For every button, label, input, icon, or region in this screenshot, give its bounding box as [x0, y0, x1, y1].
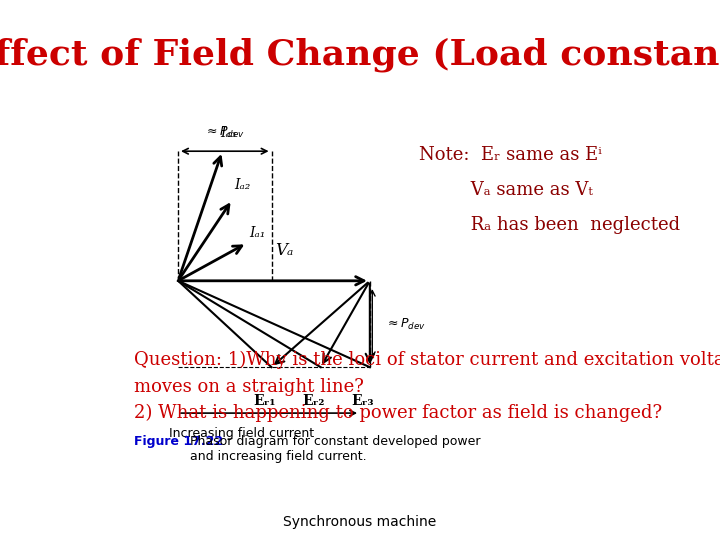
Text: Effect of Field Change (Load constant): Effect of Field Change (Load constant): [0, 38, 720, 72]
Text: Increasing field current: Increasing field current: [169, 427, 315, 440]
Text: Eᵣ₁: Eᵣ₁: [253, 394, 275, 408]
Text: Phasor diagram for constant developed power
and increasing field current.: Phasor diagram for constant developed po…: [190, 435, 481, 463]
Text: Rₐ has been  neglected: Rₐ has been neglected: [419, 216, 680, 234]
Text: Iₐ₃: Iₐ₃: [220, 126, 236, 140]
Text: $\approx P_{dev}$: $\approx P_{dev}$: [384, 316, 426, 332]
Text: Question: 1)Why is the loci of stator current and excitation voltage
moves on a : Question: 1)Why is the loci of stator cu…: [134, 351, 720, 422]
Text: Iₐ₁: Iₐ₁: [249, 226, 266, 240]
Text: Synchronous machine: Synchronous machine: [284, 515, 436, 529]
Text: $\approx P_{dev}$: $\approx P_{dev}$: [204, 125, 246, 140]
Text: Iₐ₂: Iₐ₂: [235, 178, 251, 192]
Text: Eᵣ₃: Eᵣ₃: [351, 394, 374, 408]
Text: Eᵣ₂: Eᵣ₂: [302, 394, 325, 408]
Text: Note:  Eᵣ same as Eⁱ: Note: Eᵣ same as Eⁱ: [419, 146, 602, 164]
Text: Figure 17.22: Figure 17.22: [134, 435, 223, 448]
Text: Vₐ same as Vₜ: Vₐ same as Vₜ: [419, 181, 593, 199]
Text: Vₐ: Vₐ: [274, 242, 293, 259]
